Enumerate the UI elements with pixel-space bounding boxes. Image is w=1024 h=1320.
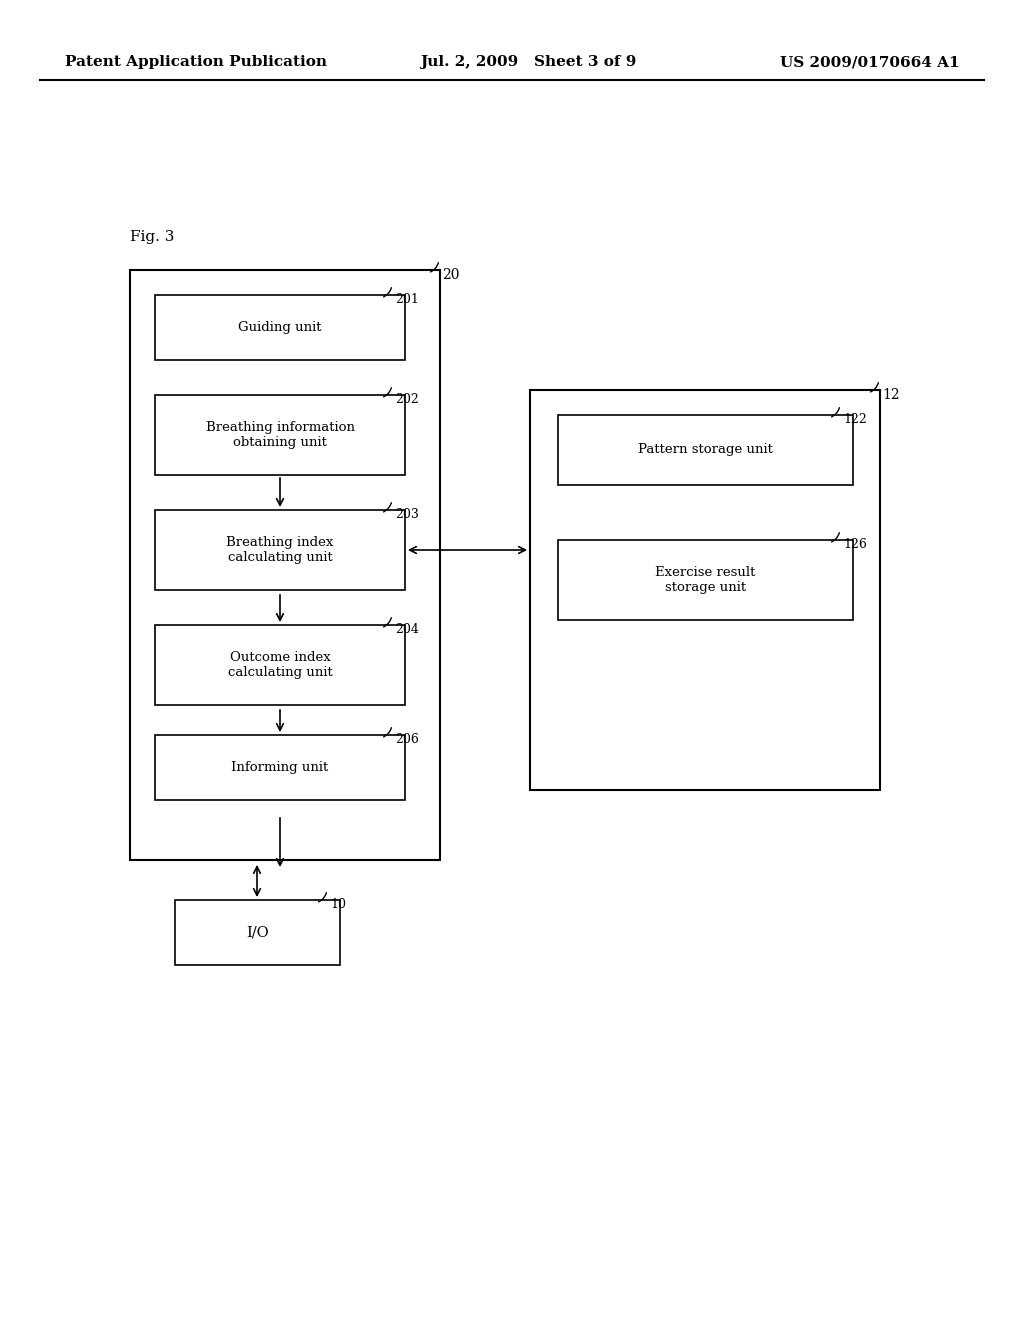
Text: 201: 201 [395, 293, 419, 306]
Bar [155, 510, 406, 590]
Text: 206: 206 [395, 733, 419, 746]
Text: 204: 204 [395, 623, 419, 636]
Bar [155, 624, 406, 705]
Text: I/O: I/O [246, 925, 269, 940]
Bar [530, 389, 880, 789]
Bar [155, 395, 406, 475]
Text: Breathing information
obtaining unit: Breathing information obtaining unit [206, 421, 354, 449]
Bar [130, 271, 440, 861]
Text: Pattern storage unit: Pattern storage unit [638, 444, 773, 457]
Text: Patent Application Publication: Patent Application Publication [65, 55, 327, 69]
Bar [155, 735, 406, 800]
Bar [558, 540, 853, 620]
Text: 202: 202 [395, 393, 419, 407]
Text: Exercise result
storage unit: Exercise result storage unit [655, 566, 756, 594]
Bar [175, 900, 340, 965]
Text: Outcome index
calculating unit: Outcome index calculating unit [227, 651, 333, 678]
Text: 12: 12 [882, 388, 900, 403]
Text: 126: 126 [843, 539, 867, 550]
Text: 203: 203 [395, 508, 419, 521]
Text: Informing unit: Informing unit [231, 762, 329, 774]
Text: Breathing index
calculating unit: Breathing index calculating unit [226, 536, 334, 564]
Bar [155, 294, 406, 360]
Text: US 2009/0170664 A1: US 2009/0170664 A1 [780, 55, 961, 69]
Text: 10: 10 [330, 898, 346, 911]
Text: Jul. 2, 2009   Sheet 3 of 9: Jul. 2, 2009 Sheet 3 of 9 [420, 55, 636, 69]
Text: 122: 122 [843, 413, 866, 426]
Text: Fig. 3: Fig. 3 [130, 230, 174, 244]
Text: 20: 20 [442, 268, 460, 282]
Bar [558, 414, 853, 484]
Text: Guiding unit: Guiding unit [239, 321, 322, 334]
